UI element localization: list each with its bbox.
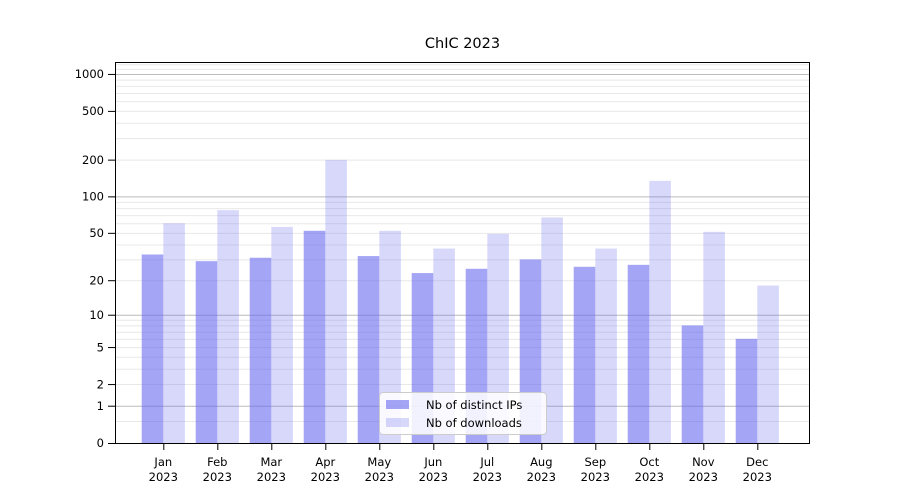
x-tick-year-nov: 2023 (689, 470, 718, 484)
x-tick-year-may: 2023 (365, 470, 394, 484)
legend-label-distinct-ips: Nb of distinct IPs (426, 397, 523, 412)
x-tick-label-jul: Jul (479, 455, 494, 469)
bar-nb-of-downloads-9 (595, 248, 617, 444)
bar-nb-of-distinct-ips-12 (735, 338, 758, 444)
bar-nb-of-distinct-ips-4 (303, 230, 326, 444)
bar-nb-of-downloads-7 (487, 233, 509, 444)
x-tick-year-dec: 2023 (743, 470, 772, 484)
y-tick-label-500: 500 (82, 104, 104, 118)
legend-label-downloads: Nb of downloads (426, 415, 522, 430)
y-tick-label-100: 100 (82, 190, 104, 204)
plot-border (115, 62, 810, 444)
y-tick-label-1000: 1000 (75, 67, 104, 81)
bar-nb-of-distinct-ips-9 (573, 266, 596, 444)
downloads-swatch-icon (386, 418, 409, 427)
x-tick-label-dec: Dec (746, 455, 768, 469)
x-tick-label-sep: Sep (584, 455, 606, 469)
bar-nb-of-downloads-4 (325, 159, 347, 444)
bar-nb-of-downloads-11 (703, 231, 725, 444)
y-tick-label-0: 0 (97, 436, 104, 450)
bar-nb-of-distinct-ips-10 (627, 264, 650, 444)
x-tick-year-mar: 2023 (257, 470, 286, 484)
distinct-ips-swatch-icon (386, 400, 409, 409)
y-tick-label-50: 50 (89, 226, 104, 240)
x-tick-label-oct: Oct (639, 455, 659, 469)
bar-nb-of-distinct-ips-3 (249, 257, 272, 444)
x-tick-year-jul: 2023 (473, 470, 502, 484)
y-tick-label-10: 10 (89, 308, 104, 322)
x-tick-label-aug: Aug (530, 455, 552, 469)
x-tick-year-jun: 2023 (419, 470, 448, 484)
x-tick-label-feb: Feb (207, 455, 227, 469)
bar-nb-of-downloads-3 (271, 226, 293, 444)
x-tick-label-jan: Jan (153, 455, 172, 469)
x-tick-label-may: May (367, 455, 391, 469)
bar-nb-of-downloads-10 (649, 180, 671, 445)
y-tick-label-20: 20 (89, 273, 104, 287)
y-tick-label-5: 5 (97, 340, 104, 354)
y-tick-label-200: 200 (82, 153, 104, 167)
bar-nb-of-distinct-ips-1 (141, 254, 164, 444)
x-tick-year-sep: 2023 (581, 470, 610, 484)
chart-legend: Nb of distinct IPs Nb of downloads (379, 392, 547, 435)
legend-row-distinct-ips: Nb of distinct IPs (380, 396, 546, 413)
x-tick-year-apr: 2023 (311, 470, 340, 484)
bar-nb-of-distinct-ips-11 (681, 325, 704, 444)
bar-nb-of-downloads-12 (757, 285, 779, 444)
bar-nb-of-downloads-8 (541, 217, 563, 444)
x-tick-label-jun: Jun (423, 455, 442, 469)
x-tick-year-aug: 2023 (527, 470, 556, 484)
chart-title: ChIC 2023 (424, 36, 501, 52)
x-tick-label-mar: Mar (260, 455, 282, 469)
bar-nb-of-downloads-1 (163, 223, 185, 444)
y-tick-label-2: 2 (97, 377, 104, 391)
x-tick-year-oct: 2023 (635, 470, 664, 484)
bar-nb-of-distinct-ips-5 (357, 256, 380, 444)
x-tick-label-nov: Nov (692, 455, 715, 469)
bar-nb-of-downloads-2 (217, 210, 239, 444)
bar-nb-of-distinct-ips-2 (195, 261, 218, 444)
x-tick-label-apr: Apr (315, 455, 335, 469)
x-tick-year-feb: 2023 (203, 470, 232, 484)
bar-nb-of-downloads-5 (379, 230, 401, 444)
x-tick-year-jan: 2023 (149, 470, 178, 484)
y-tick-label-1: 1 (97, 399, 104, 413)
legend-row-downloads: Nb of downloads (380, 414, 546, 431)
